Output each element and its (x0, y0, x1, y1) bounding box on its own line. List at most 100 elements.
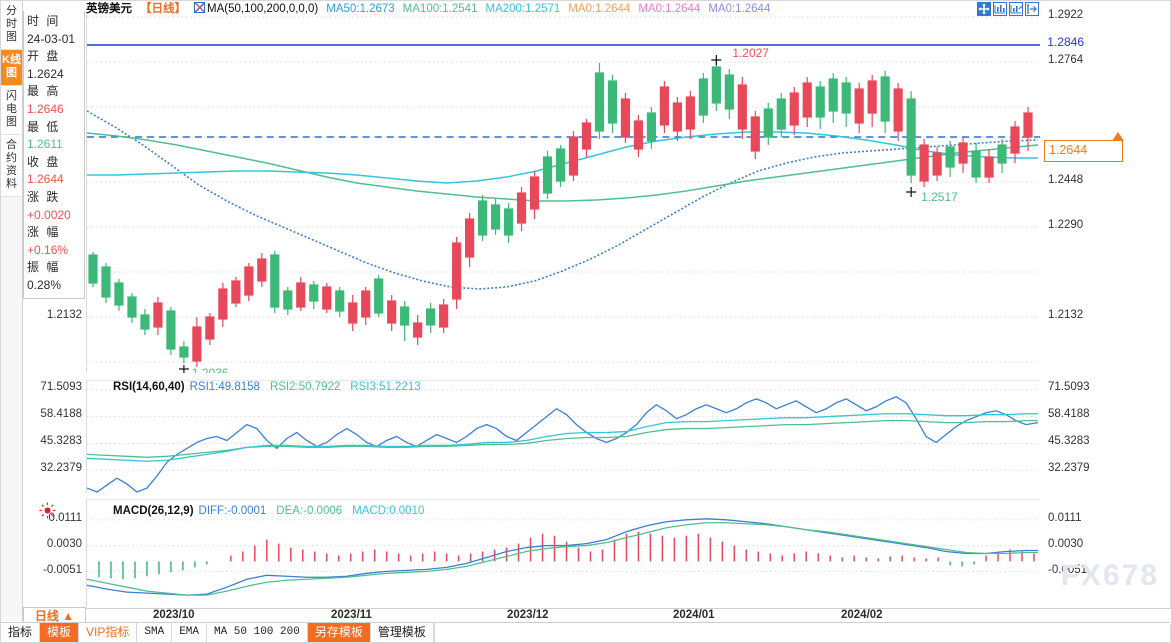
macd-macd-value: MACD:0.0010 (352, 505, 425, 517)
rsi-tick-0: 71.5093 (1048, 381, 1090, 393)
rsi-gridlines (87, 389, 1040, 471)
chart-exit-icon[interactable] (1025, 2, 1039, 16)
view-mode-tab-rail: 分时图 K线图 闪电图 合约资料 (1, 1, 23, 621)
price-gridlines (87, 16, 1040, 363)
quote-label-time: 时 间 (27, 14, 61, 28)
toolbar-ma-preset[interactable]: MA 50 100 200 (207, 623, 308, 642)
x-tick-3: 2024/01 (673, 609, 715, 621)
macd-diff-value: DIFF:-0.0001 (198, 505, 267, 517)
x-tick-2: 2023/12 (507, 609, 549, 621)
rsi-tick-left-0: 71.5093 (40, 381, 82, 393)
macd-axis-left: 0.0111 0.0030 -0.0051 (23, 499, 86, 607)
price-axis-left: 1.2132 (23, 15, 86, 373)
ma100-line (87, 132, 1039, 202)
price-tick-left-low: 1.2132 (46, 309, 82, 321)
rsi-tick-left-1: 58.4188 (40, 408, 82, 420)
macd-name: MACD(26,12,9) (113, 505, 194, 517)
x-tick-1: 2023/11 (331, 609, 372, 621)
rsi3-line (87, 413, 1039, 462)
price-chart-pane[interactable]: 1.2027 1.2517 1.2036 (86, 15, 1040, 373)
macd-chart-pane[interactable] (86, 499, 1040, 607)
chart-fit-right-icon[interactable] (1009, 2, 1023, 16)
toolbar-ema[interactable]: EMA (172, 623, 207, 642)
quote-label-low: 最 低 (27, 119, 61, 134)
ma-indicator-icon (194, 2, 205, 13)
quote-label-high: 最 高 (27, 84, 61, 99)
rsi-tick-left-2: 45.3283 (40, 435, 82, 447)
toolbar-vip-indicators[interactable]: VIP指标 (79, 623, 138, 642)
macd-tick-left-0: 0.0111 (48, 512, 82, 524)
sidebar-tab-1[interactable]: K线图 (1, 50, 22, 86)
swing-markers (178, 55, 917, 373)
sidebar-tab-2-label: 闪电图 (6, 90, 17, 128)
chart-fit-left-icon[interactable] (993, 2, 1007, 16)
quote-label-change-pct: 涨 幅 (27, 225, 61, 240)
rsi-tick-left-3: 32.2379 (40, 462, 82, 474)
quote-label-change: 涨 跌 (27, 189, 61, 204)
crosshair-move-icon[interactable] (977, 2, 991, 16)
rsi1-line (87, 396, 1039, 493)
quote-value-amplitude: 0.28% (27, 277, 62, 292)
quote-label-amplitude: 振 幅 (27, 260, 61, 275)
price-tick-3: 1.2448 (1048, 174, 1084, 186)
toolbar-indicators[interactable]: 指标 (1, 623, 41, 642)
macd-tick-left-1: 0.0030 (46, 538, 82, 550)
macd-tick-left-2: -0.0051 (42, 564, 82, 576)
rsi-tick-2: 45.3283 (1048, 435, 1090, 447)
macd-tick-2: -0.0051 (1048, 564, 1088, 576)
quote-value-low: 1.2611 (27, 137, 63, 152)
current-price-tag[interactable]: 1.2644 (1044, 132, 1124, 162)
price-tick-5: 1.2132 (1048, 309, 1084, 321)
sidebar-tab-0-label: 分时图 (6, 5, 17, 43)
toolbar-save-template[interactable]: 另存模板 (307, 623, 371, 642)
indicator-toolbar: 指标 模板 VIP指标 SMA EMA MA 50 100 200 另存模板 管… (1, 622, 1170, 642)
toolbar-empty-space (433, 623, 1170, 642)
macd-tick-1: 0.0030 (1048, 538, 1084, 550)
rsi3-value: RSI3:51.2213 (350, 381, 421, 393)
rsi-name: RSI(14,60,40) (113, 381, 185, 393)
x-tick-0: 2023/10 (153, 609, 195, 621)
quote-info-panel: 时 间 24-03-01 开 盘 1.2624 最 高 1.2646 最 低 1… (23, 11, 85, 299)
quote-value-high: 1.2646 (27, 101, 64, 116)
price-chart-svg: 1.2027 1.2517 1.2036 (87, 16, 1040, 373)
quote-label-close: 收 盘 (27, 154, 61, 169)
sidebar-tab-0[interactable]: 分时图 (1, 1, 22, 50)
macd-histogram (98, 531, 1035, 580)
rsi2-value: RSI2:50.7922 (269, 381, 341, 393)
resistance-level-label: 1.2846 (1047, 35, 1084, 49)
rsi-axis-right: 71.5093 58.4188 45.3283 32.2379 (1040, 380, 1171, 493)
ma200-line (87, 110, 1039, 290)
quote-value-close: 1.2644 (27, 172, 64, 187)
candlestick-series (88, 61, 1033, 367)
rsi-axis-left: 71.5093 58.4188 45.3283 32.2379 (23, 380, 86, 493)
rsi-chart-pane[interactable] (86, 380, 1040, 493)
x-axis-row: 日线 ▲ 2023/10 2023/11 2023/12 2024/01 202… (23, 607, 1171, 626)
period-selector-chip[interactable]: 日线 ▲ (23, 607, 86, 626)
price-axis-right: 1.2922 1.2764 1.2448 1.2290 1.2132 1.264… (1040, 9, 1171, 373)
toolbar-sma[interactable]: SMA (137, 623, 173, 642)
quote-value-change-pct: +0.16% (27, 242, 69, 257)
swing-high-label: 1.2027 (732, 46, 769, 60)
macd-legend: MACD(26,12,9) DIFF:-0.0001 DEA:-0.0006 MACD… (113, 505, 434, 517)
brightness-sun-icon[interactable] (39, 502, 56, 519)
sidebar-tab-2[interactable]: 闪电图 (1, 86, 22, 135)
macd-chart-svg (87, 518, 1040, 596)
chart-tool-buttons (977, 2, 1039, 16)
price-tick-0: 1.2922 (1048, 9, 1084, 21)
toolbar-manage-template[interactable]: 管理模板 (371, 623, 434, 642)
sidebar-tab-1-label: K线图 (2, 54, 21, 79)
ma50-line (87, 131, 1039, 184)
price-tick-1: 1.2764 (1048, 54, 1084, 66)
toolbar-template[interactable]: 模板 (40, 623, 80, 642)
macd-tick-0: 0.0111 (1048, 512, 1082, 524)
macd-diff-line (87, 518, 1039, 596)
macd-axis-right: 0.0111 0.0030 -0.0051 (1040, 499, 1171, 607)
sidebar-tab-3[interactable]: 合约资料 (1, 135, 22, 197)
chart-area: 英镑美元 【日线】 MA(50,100,200,0,0,0) MA50:1.2673 M… (23, 1, 1171, 621)
quote-value-time: 24-03-01 (27, 31, 76, 46)
sidebar-tab-3-label: 合约资料 (6, 139, 17, 190)
rsi-chart-svg (87, 389, 1040, 493)
price-tick-4: 1.2290 (1048, 219, 1084, 231)
swing-low-label-2: 1.2036 (192, 366, 229, 373)
